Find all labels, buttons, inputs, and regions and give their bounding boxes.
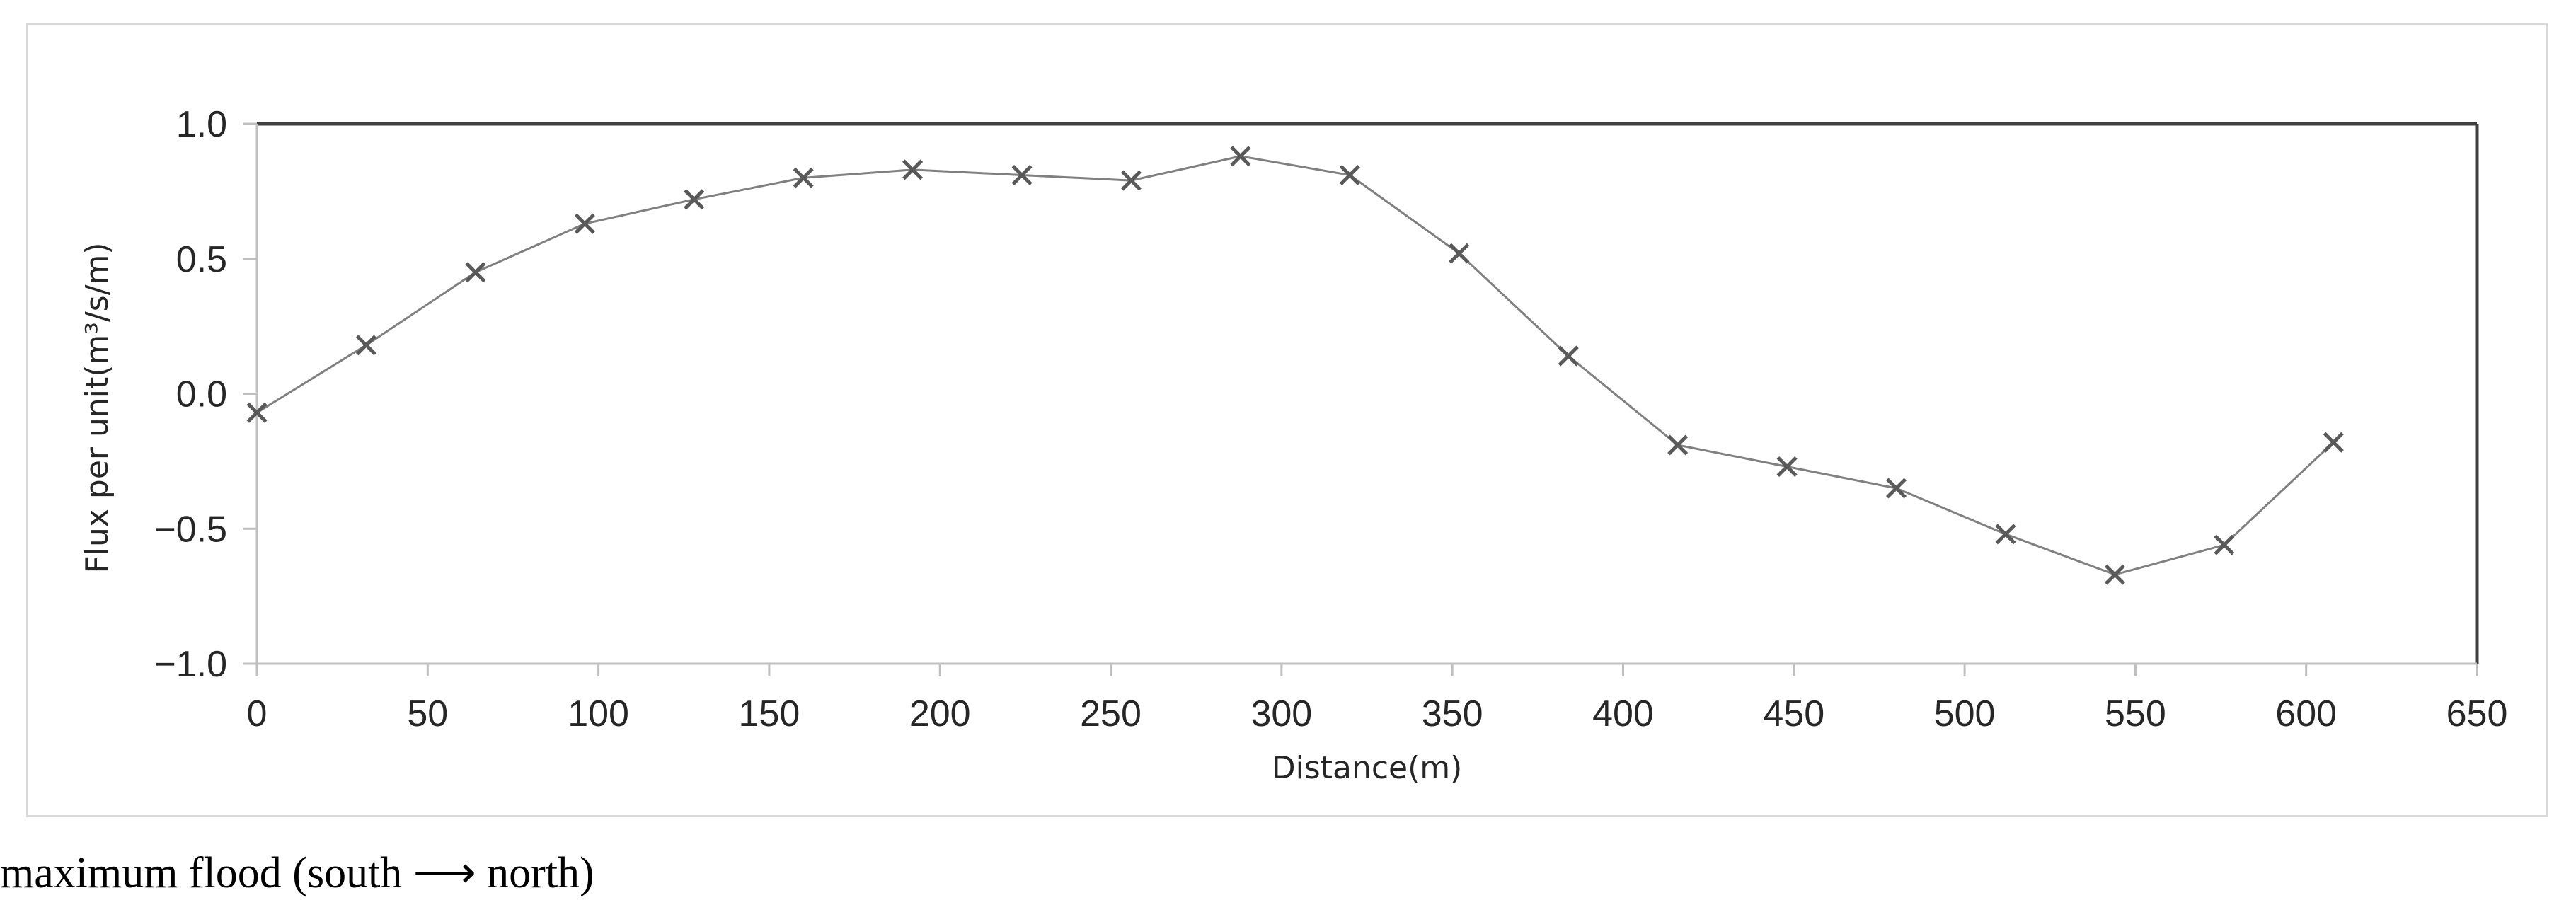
x-tick-label: 50: [407, 693, 448, 734]
data-point-marker: [1886, 478, 1907, 499]
axes-layer: [243, 122, 2479, 676]
data-point-marker: [246, 402, 268, 423]
data-point-marker: [902, 159, 924, 180]
data-point-marker: [793, 167, 814, 188]
data-point-marker: [2323, 432, 2344, 453]
data-point-marker: [2214, 534, 2235, 555]
figure-caption: maximum flood (south ⟶ north): [0, 849, 594, 897]
series-line: [256, 155, 2335, 576]
y-tick-label: 0.5: [176, 239, 227, 280]
data-point-marker: [1120, 170, 1142, 191]
x-tick-label: 0: [247, 693, 268, 734]
data-point-marker: [684, 189, 705, 210]
x-tick-label: 100: [568, 693, 629, 734]
data-point-marker: [1667, 434, 1689, 456]
labels-layer: Distance(m) Flux per unit(m³/s/m) 1.0 0.5…: [79, 104, 2507, 786]
x-axis-title: Distance(m): [1272, 750, 1463, 786]
data-point-marker: [355, 335, 376, 356]
data-point-marker: [1558, 345, 1579, 367]
data-point-marker: [1011, 164, 1033, 186]
data-point-marker: [2104, 564, 2125, 585]
x-tick-label: 450: [1763, 693, 1824, 734]
x-tick-label: 200: [909, 693, 971, 734]
y-tick-label: −1.0: [154, 644, 227, 685]
line-chart: Distance(m) Flux per unit(m³/s/m) 1.0 0.5…: [79, 104, 2507, 786]
data-point-marker: [1995, 524, 2016, 545]
x-tick-label: 600: [2275, 693, 2337, 734]
series-layer: [246, 146, 2344, 585]
y-tick-label: −0.5: [154, 509, 227, 550]
chart-frame: Distance(m) Flux per unit(m³/s/m) 1.0 0.5…: [26, 23, 2548, 817]
data-point-marker: [465, 262, 486, 283]
x-tick-label: 250: [1080, 693, 1142, 734]
x-tick-label: 350: [1422, 693, 1483, 734]
data-point-marker: [1339, 164, 1360, 186]
x-tick-label: 400: [1592, 693, 1654, 734]
y-tick-label: 0.0: [176, 374, 227, 415]
data-point-marker: [574, 213, 595, 234]
y-axis-title: Flux per unit(m³/s/m): [79, 242, 115, 573]
x-tick-label: 300: [1250, 693, 1312, 734]
data-point-marker: [1776, 456, 1798, 478]
x-tick-label: 550: [2105, 693, 2166, 734]
x-tick-label: 150: [739, 693, 800, 734]
data-point-marker: [1230, 146, 1251, 167]
x-tick-label: 500: [1934, 693, 1996, 734]
x-tick-label: 650: [2446, 693, 2508, 734]
y-tick-label: 1.0: [176, 104, 227, 145]
data-point-marker: [1449, 243, 1470, 264]
